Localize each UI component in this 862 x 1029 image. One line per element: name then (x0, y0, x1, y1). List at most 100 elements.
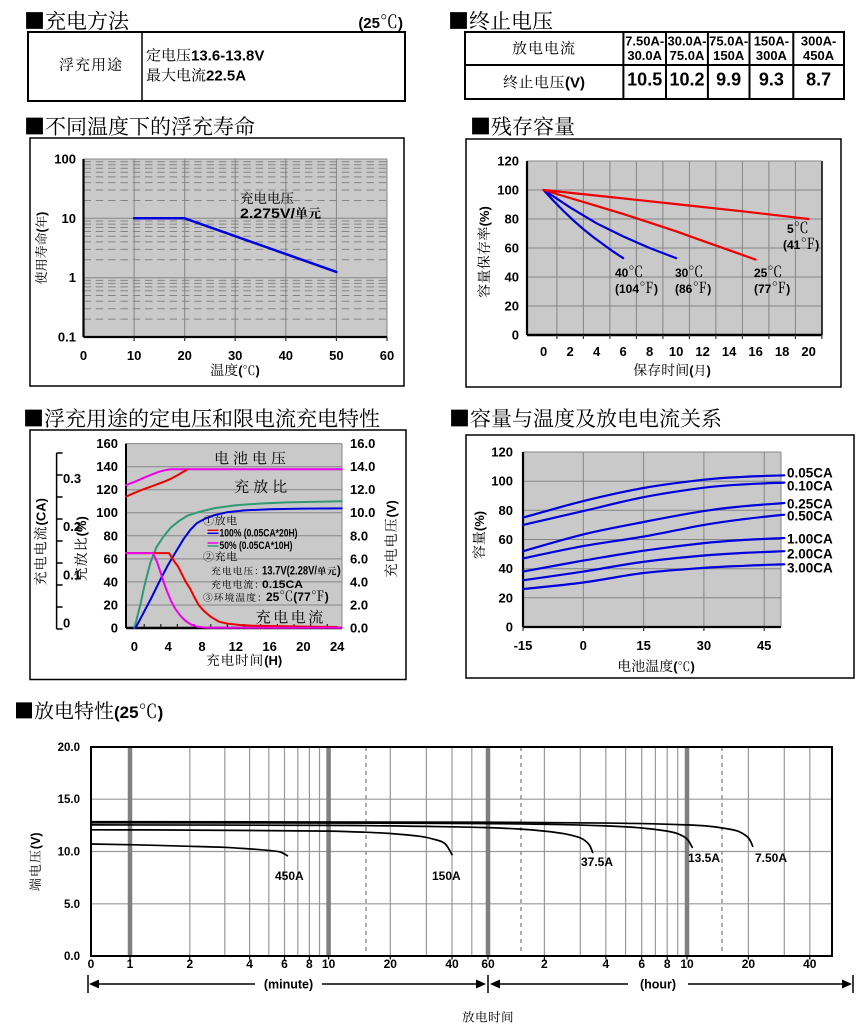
svg-text:(H): (H) (264, 653, 282, 668)
svg-text:6.0: 6.0 (350, 551, 368, 566)
svg-text:(%): (%) (472, 511, 487, 531)
svg-text:10.5: 10.5 (627, 70, 662, 90)
svg-text:4: 4 (602, 957, 609, 971)
svg-text:16: 16 (262, 639, 276, 654)
svg-text:4: 4 (165, 639, 173, 654)
svg-text:): ) (691, 659, 695, 674)
svg-text:50: 50 (329, 348, 343, 363)
svg-text:0: 0 (580, 638, 587, 653)
svg-text:4.0: 4.0 (350, 574, 368, 589)
svg-text:8: 8 (198, 639, 205, 654)
svg-text:16.0: 16.0 (350, 436, 375, 451)
svg-text:6: 6 (281, 957, 288, 971)
svg-text:(77: (77 (754, 282, 772, 296)
svg-text:2.0: 2.0 (350, 598, 368, 613)
svg-text:0.0: 0.0 (350, 621, 368, 636)
svg-text:10.0: 10.0 (350, 505, 375, 520)
svg-text:300A: 300A (756, 48, 788, 63)
svg-text:20: 20 (177, 348, 191, 363)
svg-text:3.00CA: 3.00CA (787, 561, 833, 576)
svg-text:10: 10 (669, 344, 683, 359)
svg-text:0: 0 (63, 615, 70, 630)
svg-text:300A-: 300A- (801, 34, 836, 49)
svg-text:0: 0 (131, 639, 138, 654)
svg-text:(%): (%) (74, 516, 89, 536)
svg-text:10.0: 10.0 (58, 847, 80, 859)
svg-text:30.0A: 30.0A (627, 48, 662, 63)
svg-text:20: 20 (505, 299, 519, 314)
svg-text:20.0: 20.0 (58, 742, 80, 754)
svg-text:20: 20 (104, 598, 118, 613)
svg-text:16: 16 (748, 344, 762, 359)
svg-text:): ) (707, 282, 711, 296)
svg-text:(104: (104 (615, 282, 639, 296)
svg-text:4: 4 (593, 344, 601, 359)
svg-text:8: 8 (646, 344, 653, 359)
svg-text:25: 25 (266, 590, 280, 604)
svg-text:8: 8 (306, 957, 313, 971)
svg-text:60: 60 (104, 551, 118, 566)
svg-text:(CA): (CA) (34, 498, 49, 525)
svg-text:80: 80 (499, 503, 513, 518)
svg-text:80: 80 (505, 212, 519, 227)
svg-text:30: 30 (228, 348, 242, 363)
svg-text:0: 0 (540, 344, 547, 359)
svg-text:80: 80 (104, 528, 118, 543)
svg-text:): ) (35, 212, 49, 216)
svg-text:75.0A: 75.0A (670, 48, 705, 63)
svg-text:14: 14 (722, 344, 737, 359)
svg-text:): ) (398, 15, 403, 32)
svg-text:120: 120 (491, 445, 513, 460)
svg-text:150A: 150A (432, 869, 461, 883)
svg-text:18: 18 (775, 344, 789, 359)
svg-text:150A: 150A (713, 48, 745, 63)
svg-text:0.1: 0.1 (58, 330, 76, 345)
svg-text:(%): (%) (477, 206, 492, 226)
svg-text:5.0: 5.0 (64, 899, 80, 911)
svg-text:40: 40 (445, 957, 459, 971)
svg-text:0: 0 (111, 621, 118, 636)
svg-text:0: 0 (80, 348, 87, 363)
svg-text:): ) (654, 282, 658, 296)
svg-text:14.0: 14.0 (350, 459, 375, 474)
svg-text:150A-: 150A- (754, 34, 789, 49)
svg-text:12: 12 (695, 344, 709, 359)
svg-text:15: 15 (636, 638, 650, 653)
svg-text:160: 160 (96, 436, 118, 451)
svg-text:0.25CA: 0.25CA (787, 497, 833, 512)
svg-text:20: 20 (296, 639, 310, 654)
svg-text:9.9: 9.9 (716, 70, 741, 90)
svg-text:(25: (25 (358, 15, 380, 32)
svg-text:100: 100 (54, 152, 76, 167)
svg-text:60: 60 (499, 532, 513, 547)
svg-text:0.05CA: 0.05CA (787, 466, 833, 481)
svg-text:6: 6 (638, 957, 645, 971)
svg-text:10: 10 (62, 211, 76, 226)
svg-text:120: 120 (497, 154, 519, 169)
svg-text:20: 20 (801, 344, 815, 359)
svg-text:(86: (86 (675, 282, 693, 296)
svg-text:8.0: 8.0 (350, 528, 368, 543)
svg-text:120: 120 (96, 482, 118, 497)
svg-text:0: 0 (512, 328, 519, 343)
svg-text:0.50CA: 0.50CA (787, 509, 833, 524)
svg-text:13.6-13.8V: 13.6-13.8V (191, 48, 264, 65)
svg-text:60: 60 (481, 957, 495, 971)
svg-text:8: 8 (664, 957, 671, 971)
svg-text:100: 100 (96, 505, 118, 520)
svg-text:(77: (77 (293, 590, 311, 604)
svg-text:2: 2 (566, 344, 573, 359)
svg-text:0.1: 0.1 (63, 567, 81, 582)
svg-text:1: 1 (127, 957, 134, 971)
svg-text:0: 0 (88, 957, 95, 971)
svg-text:60: 60 (505, 241, 519, 256)
svg-text:100: 100 (497, 183, 519, 198)
svg-text:30.0A-: 30.0A- (667, 34, 706, 49)
svg-text:24: 24 (330, 639, 345, 654)
svg-text:15.0: 15.0 (58, 794, 80, 806)
svg-text:10: 10 (680, 957, 694, 971)
svg-text:0.15CA: 0.15CA (262, 579, 303, 591)
svg-text:75.0A-: 75.0A- (709, 34, 748, 49)
svg-text:12: 12 (229, 639, 243, 654)
svg-text:4: 4 (246, 957, 253, 971)
